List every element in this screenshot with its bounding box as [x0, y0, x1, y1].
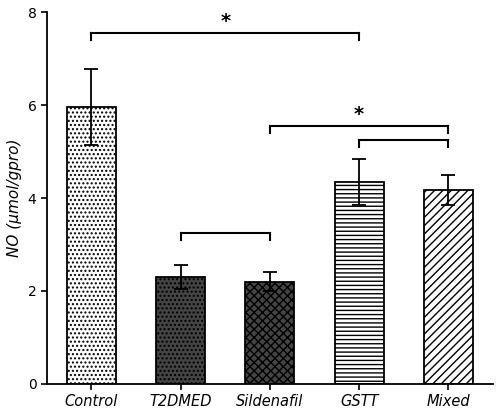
Bar: [334, 182, 384, 384]
Text: *: *: [354, 105, 364, 124]
Bar: [424, 190, 473, 384]
Bar: [246, 282, 294, 384]
Bar: [156, 277, 205, 384]
Y-axis label: NO (μmol/gpro): NO (μmol/gpro): [7, 139, 22, 257]
Text: *: *: [220, 12, 230, 32]
Bar: [67, 106, 116, 384]
